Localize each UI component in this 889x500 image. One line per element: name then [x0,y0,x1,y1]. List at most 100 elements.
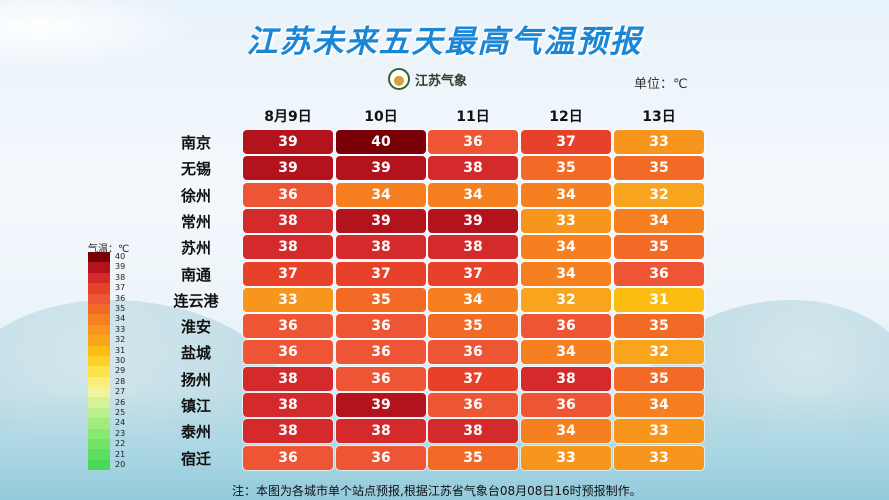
temperature-cell: 37 [336,261,426,286]
legend-level-label: 29 [115,366,126,376]
temperature-cell: 34 [428,287,518,312]
date-header: 13日 [642,109,676,125]
legend-level-label: 20 [115,460,126,469]
temperature-cell: 34 [521,182,611,207]
temperature-cell: 36 [336,340,426,365]
city-label: 苏州 [180,239,211,258]
temperature-cell: 39 [243,156,333,181]
date-header: 11日 [456,109,490,125]
temperature-cell: 33 [614,445,704,470]
legend-level-label: 27 [115,387,126,397]
legend-level-label: 32 [115,335,126,345]
legend-swatch [88,355,110,367]
legend-level-label: 37 [115,283,126,293]
legend-level-label: 34 [115,314,126,324]
footnote: 注：本图为各城市单个站点预报,根据江苏省气象台08月08日16时预报制作。 [232,484,642,498]
temperature-cell: 35 [428,314,518,339]
legend-swatch [88,439,110,450]
temperature-cell: 36 [243,445,333,470]
city-label: 南通 [180,265,211,284]
temperature-cell: 34 [614,393,704,417]
temperature-cell: 36 [614,261,704,286]
temperature-cell: 32 [614,182,704,207]
temperature-cell: 38 [336,419,426,444]
legend-swatch [88,252,110,263]
legend-swatch [88,366,110,377]
city-label: 徐州 [180,186,211,205]
legend-level-label: 31 [115,345,126,355]
temperature-cell: 36 [521,393,611,417]
temperature-cell: 39 [243,130,333,154]
temperature-cell: 38 [243,393,333,417]
temperature-cell: 36 [336,366,426,391]
legend-level-label: 22 [115,439,126,449]
city-label: 宿迁 [180,449,211,468]
legend-swatch [88,376,110,388]
temperature-cell: 36 [336,445,426,470]
temperature-cell: 39 [428,208,518,233]
legend-level-label: 23 [115,428,126,438]
legend-color-bar [88,252,110,471]
unit-label: 单位：℃ [634,77,688,92]
legend-level-label: 21 [115,449,126,459]
temperature-cell: 36 [428,393,518,417]
city-label: 镇江 [180,397,211,415]
legend-level-label: 40 [115,252,126,261]
logo-text: 江苏气象 [415,73,468,89]
legend-swatch [88,262,110,273]
legend-title: 气温：℃ [88,244,130,255]
city-label: 常州 [180,212,211,231]
temperature-cell: 32 [521,287,611,312]
temperature-cell: 38 [428,235,518,260]
legend-swatch [88,449,110,460]
legend-swatch [88,345,110,356]
date-header: 8月9日 [264,109,312,125]
temperature-cell: 34 [336,182,426,207]
legend-level-label: 28 [115,376,126,386]
temperature-cell: 31 [614,287,704,312]
legend-swatch [88,293,110,304]
temperature-cell: 39 [336,208,426,233]
temperature-cell: 33 [614,419,704,444]
temperature-cell: 32 [614,340,704,365]
temperature-cell: 37 [243,261,333,286]
legend-level-label: 25 [115,408,126,417]
logo: 江苏气象 [388,68,467,90]
temperature-cell: 35 [614,366,704,391]
temperature-cell: 37 [521,130,611,154]
legend-level-label: 30 [115,356,126,365]
page-title: 江苏未来五天最高气温预报 [246,24,643,60]
temperature-cell: 38 [243,208,333,233]
legend-swatch [88,324,110,336]
legend-swatch [88,418,110,429]
temperature-cell: 35 [521,156,611,181]
weather-logo-icon [388,68,410,90]
legend-swatch [88,397,110,408]
legend-swatch [88,459,110,471]
date-header: 10日 [364,109,398,125]
date-header: 12日 [549,109,583,125]
temperature-cell: 34 [521,340,611,365]
legend-level-label: 33 [115,324,126,334]
legend-swatch [88,387,110,398]
temperature-cell: 38 [521,366,611,391]
temperature-cell: 33 [521,445,611,470]
temperature-cell: 37 [428,366,518,391]
legend-swatch [88,428,110,440]
temperature-cell: 35 [428,445,518,470]
legend-level-label: 26 [115,397,126,407]
temperature-cell: 36 [243,340,333,365]
city-label: 南京 [180,134,211,152]
legend-swatch [88,272,110,284]
legend-level-label: 35 [115,304,126,313]
legend-swatch [88,335,110,346]
temperature-cell: 33 [521,208,611,233]
legend-swatch [88,303,110,315]
temperature-cell: 36 [243,314,333,339]
temperature-cell: 39 [336,156,426,181]
temperature-cell: 34 [614,208,704,233]
temperature-cell: 36 [336,314,426,339]
temperature-cell: 35 [614,314,704,339]
temperature-cell: 39 [336,393,426,417]
city-label: 盐城 [180,344,211,363]
